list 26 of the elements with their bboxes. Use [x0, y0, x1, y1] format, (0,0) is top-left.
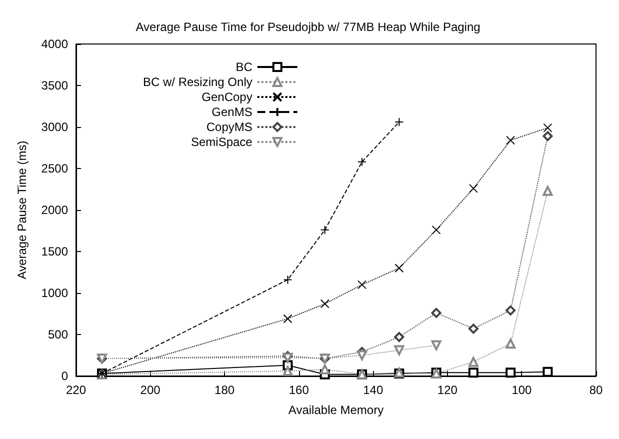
x-tick-label: 200	[140, 383, 161, 397]
y-tick-label: 2500	[41, 162, 68, 176]
x-tick-label: 80	[589, 383, 603, 397]
legend-label: GenCopy	[202, 90, 252, 104]
y-tick-label: 3500	[41, 78, 68, 92]
legend-label: SemiSpace	[190, 135, 253, 149]
y-tick-label: 1500	[41, 244, 68, 258]
y-axis-title: Average Pause Time (ms)	[15, 140, 29, 280]
legend-label: BC w/ Resizing Only	[142, 75, 252, 89]
y-tick-label: 4000	[41, 37, 68, 51]
x-tick-label: 220	[66, 383, 86, 397]
y-tick-label: 0	[61, 369, 68, 383]
y-tick-label: 500	[48, 328, 68, 342]
y-tick-label: 3000	[41, 120, 68, 134]
y-tick-label: 2000	[41, 203, 68, 217]
y-tick-label: 1000	[41, 286, 68, 300]
x-tick-label: 120	[437, 383, 458, 397]
legend-label: BC	[236, 60, 253, 74]
legend-label: GenMS	[212, 105, 252, 119]
x-tick-label: 100	[512, 383, 532, 397]
x-tick-label: 160	[288, 383, 310, 397]
x-tick-label: 140	[363, 383, 384, 397]
x-axis-title: Available Memory	[288, 403, 384, 417]
chart-title: Average Pause Time for Pseudojbb w/ 77MB Heap While Paging	[136, 20, 480, 34]
legend-label: CopyMS	[206, 120, 252, 134]
x-tick-label: 180	[214, 383, 235, 397]
